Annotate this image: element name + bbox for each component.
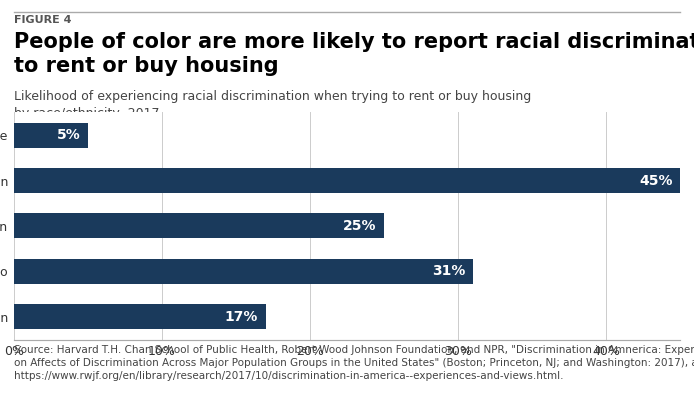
Text: 31%: 31% xyxy=(432,264,466,278)
Text: 5%: 5% xyxy=(57,128,81,142)
Text: CAP: CAP xyxy=(619,386,651,400)
Text: 25%: 25% xyxy=(343,219,377,233)
Bar xyxy=(14,213,384,238)
Bar xyxy=(14,304,266,329)
Text: Source: Harvard T.H. Chan School of Public Health, Robert Wood Johnson Foundatio: Source: Harvard T.H. Chan School of Publ… xyxy=(14,345,694,381)
Bar xyxy=(14,168,680,193)
Text: FIGURE 4: FIGURE 4 xyxy=(14,15,71,25)
Text: 17%: 17% xyxy=(225,310,258,324)
Bar xyxy=(14,259,473,284)
Text: 45%: 45% xyxy=(639,173,672,188)
Text: People of color are more likely to report racial discrimination when trying
to r: People of color are more likely to repor… xyxy=(14,32,694,77)
Text: Likelihood of experiencing racial discrimination when trying to rent or buy hous: Likelihood of experiencing racial discri… xyxy=(14,90,531,120)
Bar xyxy=(14,123,88,148)
